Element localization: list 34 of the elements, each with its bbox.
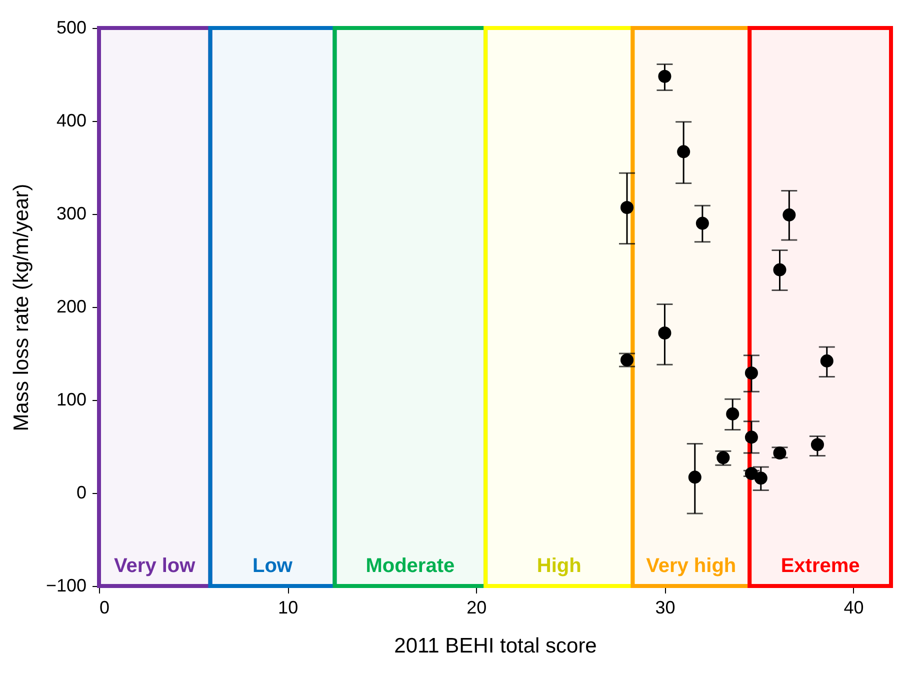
point <box>782 208 796 222</box>
point <box>754 472 768 485</box>
point <box>620 200 634 214</box>
y-tick-label: 200 <box>56 296 86 316</box>
point <box>744 430 758 444</box>
y-tick-label: 300 <box>56 204 86 224</box>
point <box>726 407 740 420</box>
point <box>820 354 834 368</box>
x-tick-label: 0 <box>100 598 110 618</box>
point <box>773 263 786 276</box>
x-tick-label: 20 <box>466 598 487 618</box>
point <box>810 438 824 452</box>
x-axis-title: 2011 BEHI total score <box>394 634 597 658</box>
band-label: High <box>536 555 582 577</box>
point <box>688 470 702 484</box>
band-label: Extreme <box>780 555 860 577</box>
band-label: Moderate <box>366 555 455 577</box>
band-label: Very high <box>646 555 736 577</box>
y-axis-title: Mass loss rate (kg/m/year) <box>10 184 33 432</box>
band-label: Very low <box>114 555 196 577</box>
x-tick-label: 10 <box>278 598 298 618</box>
x-tick-label: 30 <box>655 598 676 618</box>
band-label: Low <box>252 555 293 577</box>
point <box>677 145 690 158</box>
point <box>658 326 672 340</box>
point <box>696 216 709 230</box>
y-tick-label: 100 <box>56 390 86 410</box>
point <box>744 366 758 380</box>
point <box>658 70 672 83</box>
y-tick-label: 400 <box>56 110 86 130</box>
y-tick-label: 0 <box>76 482 86 502</box>
x-tick-label: 40 <box>844 598 864 618</box>
y-tick-label: −100 <box>46 576 86 596</box>
y-tick-label: 500 <box>56 18 86 38</box>
